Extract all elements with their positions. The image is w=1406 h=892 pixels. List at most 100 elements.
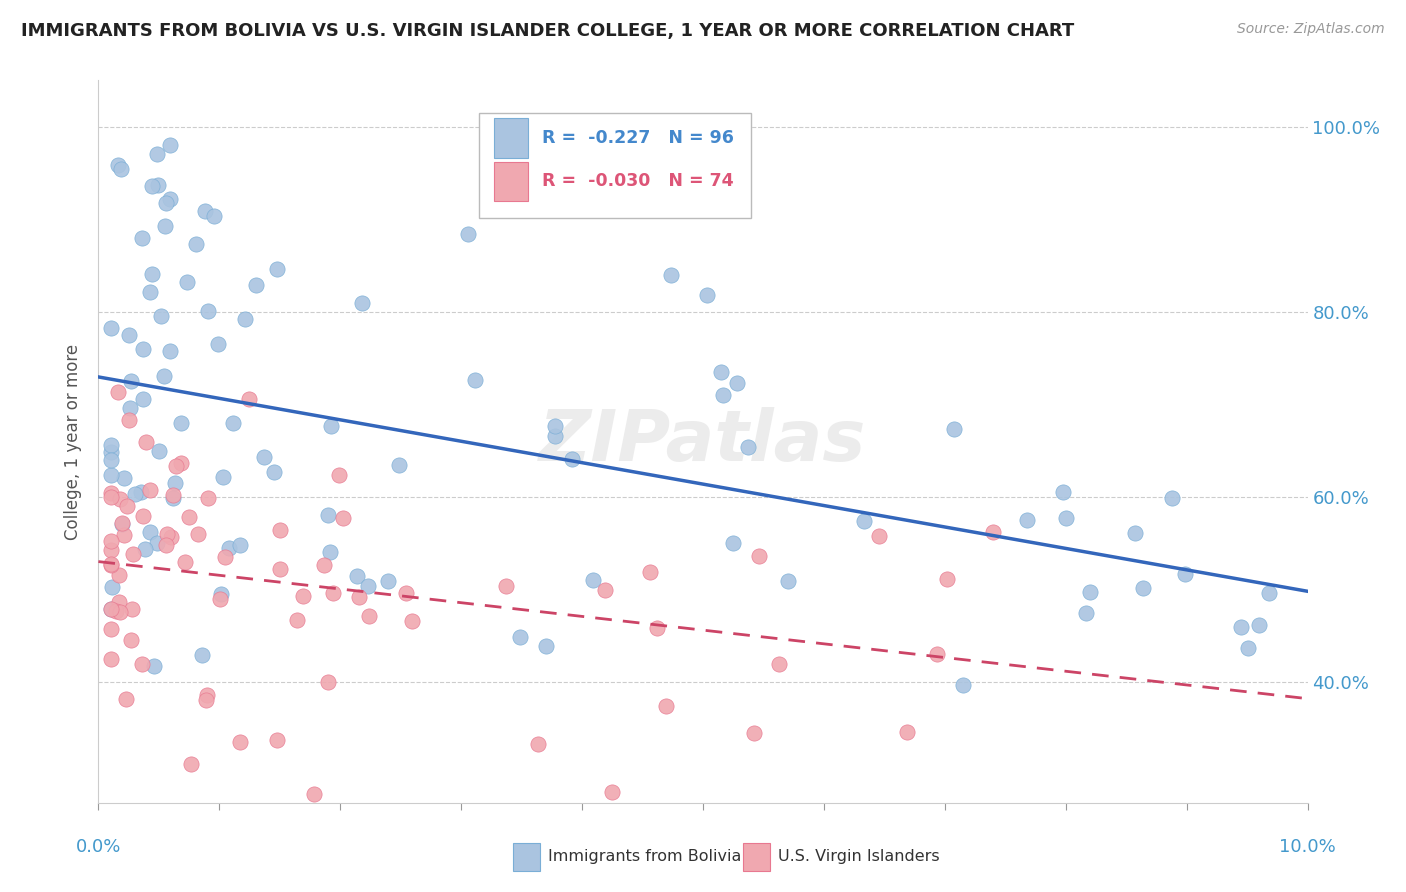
Point (346, 569, 368, 583)
Point (655, 698, 678, 713)
Point (173, 555, 195, 569)
Point (132, 509, 155, 524)
Point (177, 509, 200, 524)
Point (349, 590, 371, 604)
Point (180, 757, 202, 772)
Text: R =  -0.030   N = 74: R = -0.030 N = 74 (543, 172, 734, 190)
Point (401, 614, 423, 628)
Point (457, 227, 479, 241)
Point (111, 516, 134, 531)
Point (100, 542, 122, 557)
Point (159, 192, 181, 206)
Point (169, 416, 191, 430)
Point (359, 609, 381, 624)
Point (155, 219, 177, 233)
Point (896, 725, 918, 739)
Point (122, 547, 145, 561)
Point (388, 458, 411, 472)
Point (141, 179, 163, 194)
Point (100, 558, 122, 572)
Point (155, 527, 177, 541)
Point (527, 737, 550, 751)
Point (464, 373, 486, 387)
Point (395, 586, 418, 600)
Point (377, 574, 399, 588)
Point (118, 401, 141, 415)
Point (952, 678, 974, 692)
Point (121, 602, 143, 616)
Text: Immigrants from Bolivia: Immigrants from Bolivia (548, 849, 741, 864)
Point (184, 237, 207, 252)
Point (134, 542, 156, 557)
Point (112, 471, 135, 485)
Point (146, 178, 169, 192)
Point (159, 343, 181, 358)
Point (266, 261, 288, 276)
Point (101, 580, 124, 594)
Point (238, 392, 260, 406)
Point (1249, 617, 1271, 632)
Point (748, 549, 770, 563)
Point (132, 343, 155, 357)
Point (1174, 567, 1197, 582)
Point (645, 621, 668, 635)
Point (1161, 491, 1184, 505)
Point (266, 733, 288, 747)
Point (285, 613, 308, 627)
Point (115, 500, 138, 514)
Point (110, 162, 132, 177)
Point (1230, 620, 1253, 634)
Point (187, 527, 209, 541)
Point (1236, 641, 1258, 656)
Point (112, 528, 135, 542)
Point (145, 147, 167, 161)
Point (357, 579, 380, 593)
Text: R =  -0.227   N = 96: R = -0.227 N = 96 (543, 129, 734, 147)
Point (100, 491, 122, 505)
Point (593, 582, 616, 597)
Bar (742, 843, 769, 871)
Point (1052, 485, 1074, 500)
Point (195, 688, 218, 702)
Point (100, 468, 122, 483)
Point (725, 376, 748, 390)
Point (582, 573, 605, 587)
Point (139, 285, 162, 299)
Point (148, 443, 170, 458)
Point (208, 591, 231, 606)
Point (124, 487, 146, 501)
Bar (494, 119, 527, 158)
Point (202, 209, 225, 223)
Point (252, 450, 274, 464)
Point (115, 691, 138, 706)
Point (350, 296, 373, 310)
Text: ZIPatlas: ZIPatlas (540, 407, 866, 476)
Point (509, 630, 531, 644)
Point (561, 452, 583, 467)
Point (696, 287, 718, 301)
Point (118, 412, 141, 426)
Point (100, 623, 122, 637)
Text: 10.0%: 10.0% (1279, 838, 1336, 856)
Point (150, 309, 173, 323)
Point (194, 693, 217, 707)
Point (100, 557, 122, 571)
Point (983, 525, 1005, 540)
Point (108, 605, 131, 619)
Point (111, 516, 134, 530)
Point (100, 602, 122, 616)
Point (1015, 513, 1038, 527)
Point (165, 459, 187, 474)
Point (1132, 581, 1154, 595)
Text: Source: ZipAtlas.com: Source: ZipAtlas.com (1237, 22, 1385, 37)
Point (737, 441, 759, 455)
Point (711, 388, 734, 402)
Point (544, 418, 567, 433)
Point (100, 486, 122, 500)
Point (155, 196, 177, 211)
Point (191, 648, 214, 662)
Bar (513, 843, 540, 871)
Point (159, 530, 181, 544)
Point (139, 525, 162, 540)
Point (229, 538, 252, 552)
